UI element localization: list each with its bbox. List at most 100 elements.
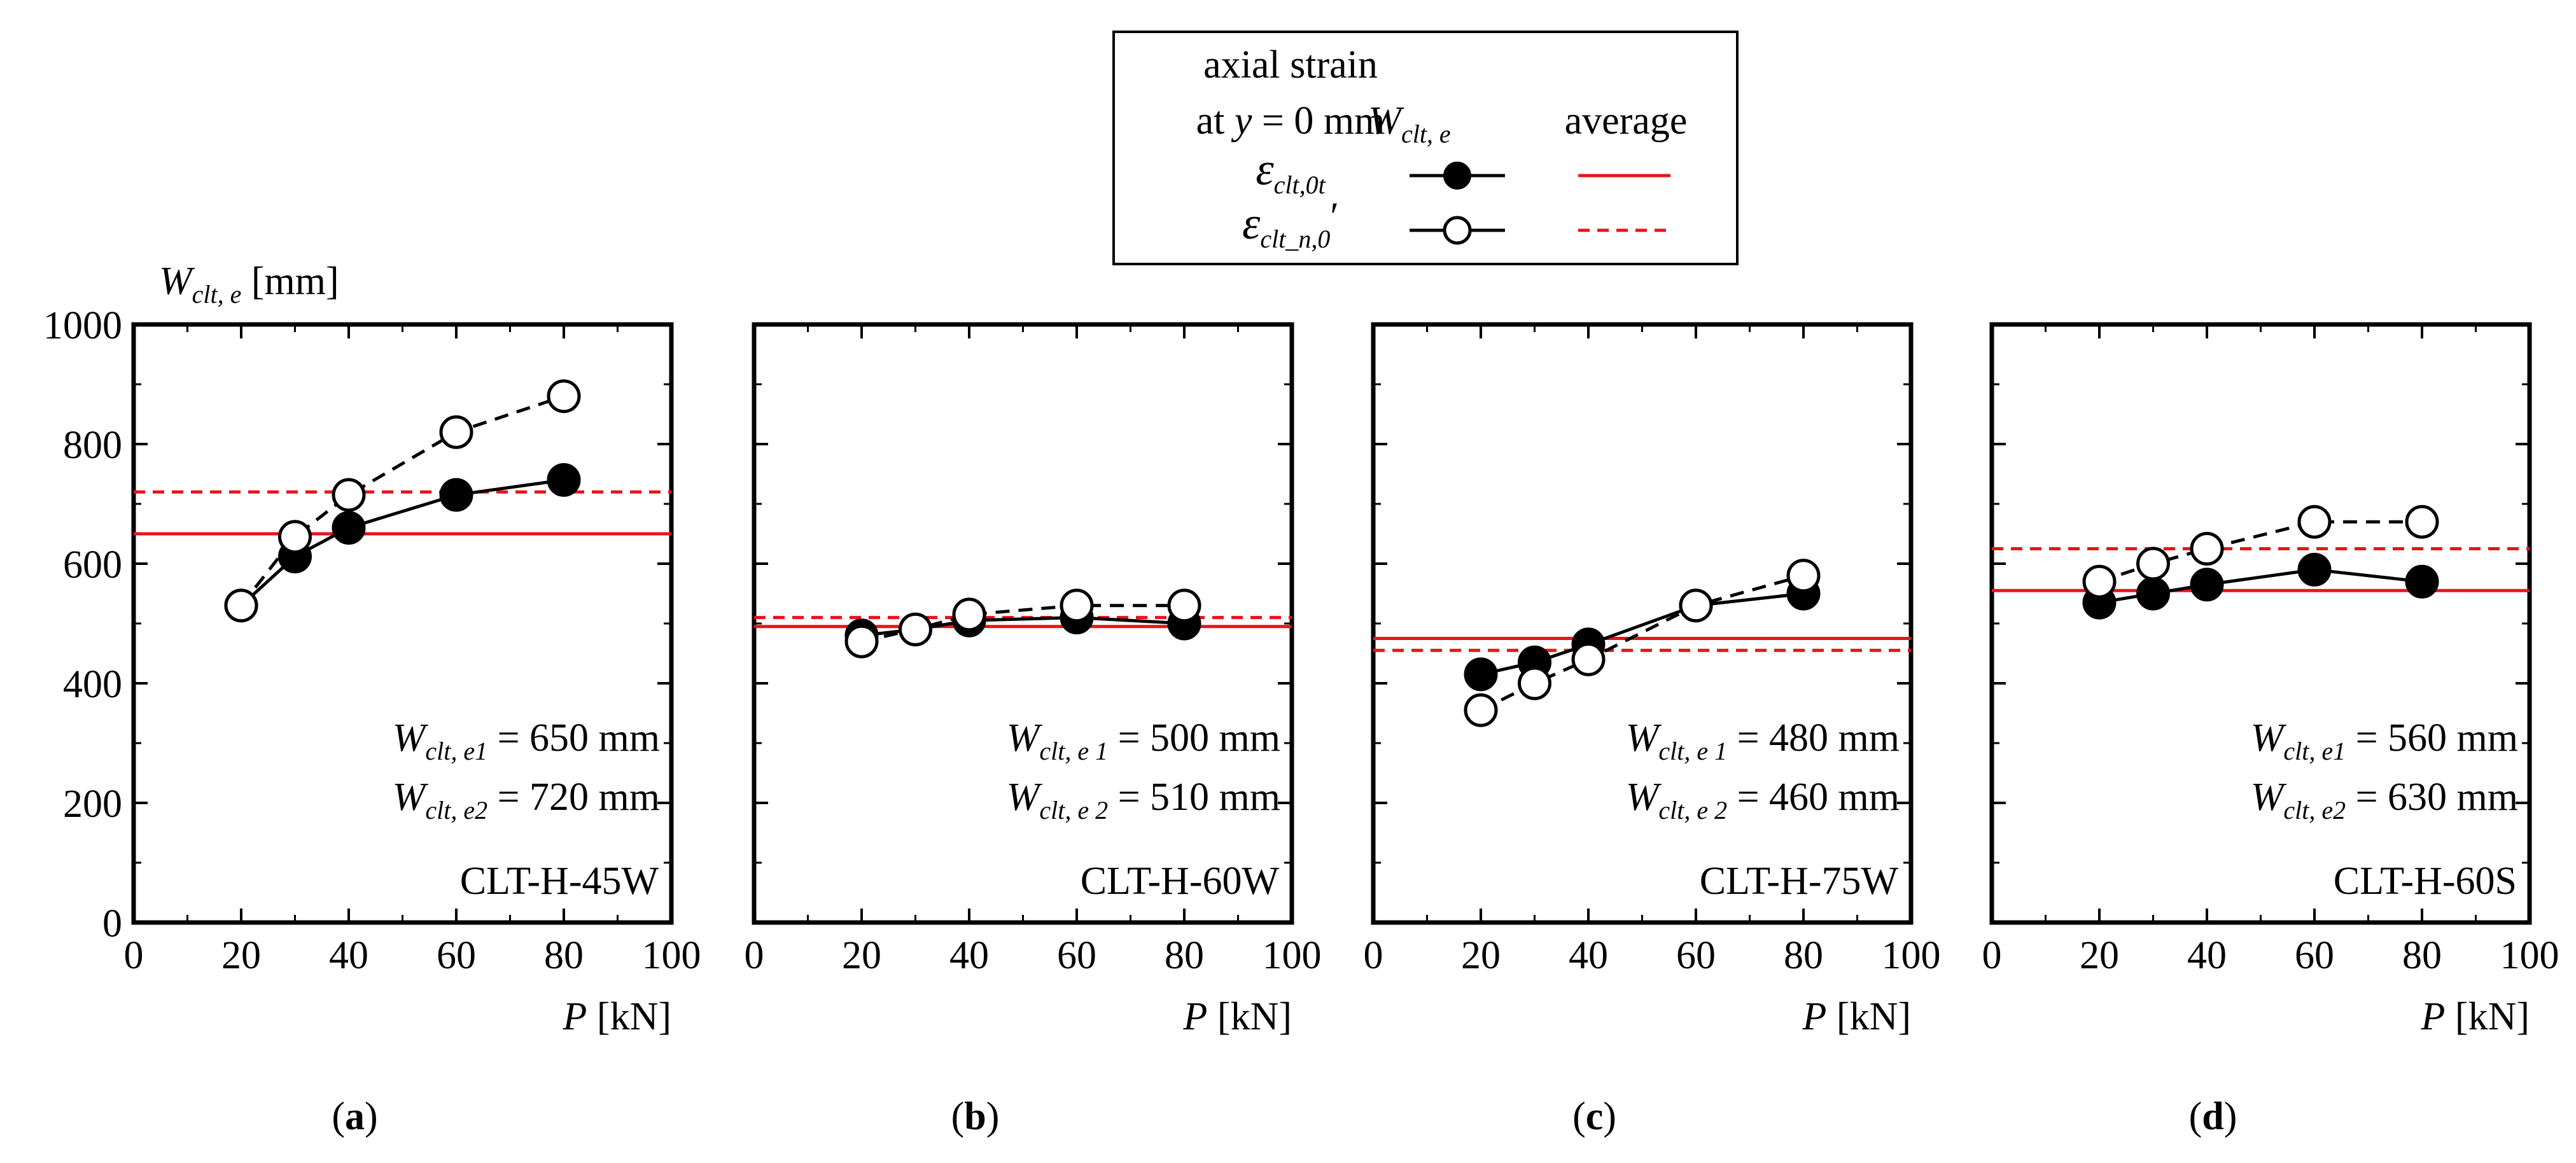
legend-header-prefix: at [1196,99,1235,143]
x-tick-label: 60 [437,934,476,977]
open-circle-point [844,624,879,658]
filled-circle-point [1464,657,1498,692]
annotation-value: = 480 mm [1727,716,1900,760]
x-axis-title: P [kN] [1183,995,1292,1038]
x-axis-title-var: P [2421,995,2446,1038]
open-circle-point [1571,642,1606,676]
open-circle-point [1167,588,1201,623]
y-tick-label: 1000 [43,304,122,347]
x-tick-label: 100 [1882,934,1941,977]
panel-letter-open: ( [2189,1095,2202,1138]
filled-circle-point [2136,576,2170,611]
x-tick-label: 20 [1461,934,1501,977]
y-tick-label: 400 [63,663,122,706]
open-circle-point [2405,505,2439,539]
plot-frame [752,322,1294,925]
annotation-value: = 650 mm [487,716,660,760]
panel-letter-open: ( [1572,1095,1586,1138]
x-tick-label: 0 [745,934,764,977]
annotation-value: = 510 mm [1108,776,1280,819]
open-circle-point [1679,588,1713,623]
x-tick-label: 0 [124,934,144,977]
annotation-sub: clt, e2 [2283,796,2346,825]
open-circle-point [1464,693,1498,727]
x-tick-label: 80 [2402,934,2442,977]
open-circle-point [952,597,986,632]
x-tick-label: 100 [2500,934,2559,977]
x-tick-label: 60 [1057,934,1096,977]
x-tick-label: 0 [1982,934,2002,977]
open-circle-point [278,520,312,554]
plot-frame [131,322,674,925]
annotation-sub: clt, e1 [2283,737,2346,765]
x-axis-title-unit: [kN] [1207,995,1292,1038]
legend-box [1112,31,1739,265]
y-axis-title: Wclt, e [mm] [159,260,339,309]
series-line-open [240,394,564,607]
legend-col1-sub: clt, e [1401,120,1451,148]
x-tick-label: 20 [842,934,881,977]
legend-header-var: y [1231,99,1252,143]
y-tick-label: 600 [63,543,122,587]
x-tick-label: 20 [221,934,261,977]
legend-row2-label: εclt_n,0′ [1242,195,1339,253]
open-circle-point [2190,532,2224,566]
annotation-value: = 630 mm [2346,776,2518,819]
x-axis-title: P [kN] [563,995,671,1038]
annotation-value: = 560 mm [2346,716,2518,760]
open-circle-point [899,612,932,646]
x-axis-title: P [kN] [1802,995,1911,1038]
annotation-value: = 460 mm [1727,776,1900,819]
annotation-line-2: Wclt, e2 = 720 mm [393,776,660,825]
annotation-line-1: Wclt, e1 = 650 mm [393,716,660,765]
specimen-label: CLT-H-60S [2334,860,2517,903]
annotation-var: W [393,716,429,760]
annotation-var: W [1626,716,1662,760]
x-tick-label: 80 [1784,934,1823,977]
filled-circle-point [547,463,581,497]
panel-b: 0 20 40 60 80 100 Wclt, e 1 = 500 mm Wclt, e 2 … [745,322,1322,1138]
y-axis-title-unit: [mm] [241,260,339,303]
annotation-var: W [1626,776,1662,819]
x-tick-label: 40 [949,934,989,977]
legend-row1-label: εclt,0t [1256,144,1326,199]
panel-letter: (d) [2189,1095,2237,1138]
x-axis-title: P [kN] [2421,995,2530,1038]
open-circle-point [1060,588,1094,623]
panel-letter-close: ) [1603,1095,1616,1138]
y-tick-label: 200 [63,783,122,826]
panel-letter: (b) [951,1095,1000,1138]
panel-letter-close: ) [986,1095,1000,1138]
open-circle-point [1786,559,1821,593]
open-circle-point [332,478,366,512]
open-circle-point [2136,547,2170,581]
filled-circle-point [2297,552,2332,587]
x-tick-label: 40 [2187,934,2227,977]
annotation-line-2: Wclt, e2 = 630 mm [2251,776,2518,825]
series-line-open [861,604,1184,643]
open-circle-point [2297,505,2332,539]
open-circle-point [224,588,258,623]
x-axis-title-var: P [1802,995,1827,1038]
open-circle-point [2082,564,2117,599]
annotation-sub: clt, e2 [425,796,487,825]
annotation-var: W [393,776,429,819]
x-tick-label: 80 [544,934,584,977]
x-tick-label: 40 [1569,934,1608,977]
legend-row2-prime: ′ [1330,195,1339,239]
annotation-line-2: Wclt, e 2 = 510 mm [1007,776,1280,825]
x-axis-title-unit: [kN] [2445,995,2530,1038]
annotation-sub: clt, e 1 [1658,737,1727,765]
legend-row2-sub: clt_n,0 [1260,225,1330,253]
legend-row2-var: ε [1242,198,1261,249]
annotation-line-1: Wclt, e 1 = 480 mm [1626,716,1900,765]
y-tick-label: 0 [102,902,122,945]
open-circle-point [439,415,473,449]
annotation-var: W [2251,716,2287,760]
annotation-var: W [1007,716,1043,760]
filled-circle-point [332,511,366,545]
panel-letter: (a) [332,1095,377,1138]
legend-row1-var: ε [1256,144,1274,195]
panel-letter-open: ( [332,1095,345,1138]
x-tick-label: 60 [1676,934,1716,977]
